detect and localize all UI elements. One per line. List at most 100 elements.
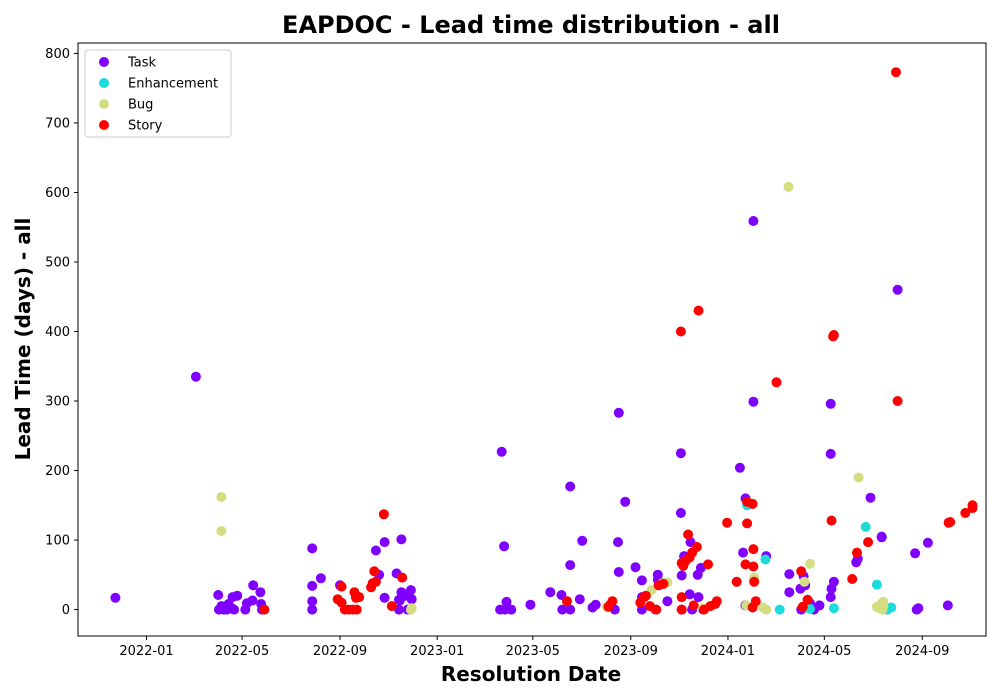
legend: Task Enhancement Bug Story bbox=[84, 49, 232, 138]
data-point bbox=[711, 596, 722, 607]
data-point bbox=[651, 604, 662, 615]
x-tick-label: 2023-01 bbox=[410, 644, 464, 659]
data-point bbox=[796, 566, 807, 577]
points-layer bbox=[110, 67, 978, 615]
data-point bbox=[229, 604, 240, 615]
data-point bbox=[797, 601, 808, 612]
data-point bbox=[370, 545, 381, 556]
data-point bbox=[853, 472, 864, 483]
data-point bbox=[248, 580, 259, 591]
data-point bbox=[852, 547, 862, 558]
data-point bbox=[307, 596, 318, 607]
data-point bbox=[748, 396, 759, 407]
x-tick-label: 2022-05 bbox=[215, 644, 269, 659]
data-point bbox=[613, 407, 624, 418]
data-point bbox=[406, 603, 417, 614]
data-point bbox=[675, 326, 686, 337]
data-point bbox=[562, 596, 572, 607]
x-tick-label: 2022-01 bbox=[119, 644, 173, 659]
data-point bbox=[590, 599, 601, 610]
x-axis-title: Resolution Date bbox=[441, 662, 621, 686]
data-point bbox=[676, 604, 687, 615]
data-point bbox=[506, 604, 517, 615]
data-point bbox=[748, 216, 759, 226]
data-point bbox=[722, 517, 733, 528]
data-point bbox=[652, 569, 663, 580]
data-point bbox=[784, 587, 795, 598]
data-point bbox=[942, 600, 953, 611]
data-point bbox=[255, 587, 266, 598]
data-point bbox=[825, 398, 836, 409]
series-story bbox=[259, 67, 978, 615]
data-point bbox=[370, 576, 381, 587]
data-point bbox=[691, 542, 702, 552]
data-point bbox=[922, 537, 933, 548]
data-point bbox=[783, 181, 794, 192]
data-point bbox=[565, 604, 576, 615]
y-tick-label: 600 bbox=[45, 186, 70, 201]
data-point bbox=[658, 578, 669, 589]
data-point bbox=[307, 580, 318, 591]
data-point bbox=[662, 596, 673, 607]
legend-box bbox=[84, 49, 232, 138]
y-tick-label: 800 bbox=[45, 47, 70, 62]
data-point bbox=[630, 562, 641, 573]
data-point bbox=[750, 596, 761, 607]
data-point bbox=[860, 521, 871, 532]
data-point bbox=[865, 492, 876, 503]
data-point bbox=[828, 603, 839, 614]
data-point bbox=[525, 599, 536, 610]
data-point bbox=[386, 601, 397, 612]
data-point bbox=[636, 575, 647, 586]
data-point bbox=[683, 529, 694, 540]
data-point bbox=[960, 508, 971, 518]
data-point bbox=[110, 592, 121, 603]
legend-marker-story bbox=[99, 120, 109, 130]
legend-marker-bug bbox=[99, 99, 109, 109]
data-point bbox=[379, 537, 390, 548]
data-point bbox=[259, 604, 270, 615]
data-point bbox=[805, 558, 815, 569]
data-point bbox=[871, 579, 882, 590]
data-point bbox=[501, 596, 512, 607]
data-point bbox=[406, 594, 417, 605]
data-point bbox=[892, 396, 903, 406]
data-point bbox=[802, 594, 813, 605]
data-point bbox=[878, 596, 889, 607]
legend-label-task: Task bbox=[127, 56, 157, 71]
data-point bbox=[693, 305, 704, 316]
y-axis-title: Lead Time (days) - all bbox=[11, 218, 35, 461]
legend-marker-task bbox=[99, 57, 109, 67]
series-enhancement bbox=[742, 500, 897, 615]
data-point bbox=[826, 515, 837, 526]
data-point bbox=[676, 570, 687, 581]
data-point bbox=[828, 576, 839, 587]
data-point bbox=[336, 581, 347, 592]
data-point bbox=[784, 569, 795, 580]
x-tick-label: 2023-05 bbox=[506, 644, 560, 659]
data-point bbox=[748, 561, 759, 572]
data-point bbox=[354, 592, 365, 603]
data-point bbox=[307, 543, 318, 554]
data-point bbox=[607, 596, 618, 607]
data-point bbox=[749, 576, 760, 587]
data-point bbox=[747, 498, 758, 509]
y-tick-label: 0 bbox=[62, 603, 70, 618]
data-point bbox=[369, 566, 380, 577]
data-point bbox=[892, 284, 903, 295]
data-point bbox=[315, 573, 326, 584]
data-point bbox=[232, 590, 243, 601]
data-point bbox=[910, 548, 921, 559]
y-tick-label: 100 bbox=[45, 534, 70, 549]
legend-marker-enhancement bbox=[99, 78, 109, 88]
data-point bbox=[499, 541, 510, 552]
data-point bbox=[613, 567, 624, 577]
data-point bbox=[620, 496, 631, 507]
data-point bbox=[675, 508, 686, 518]
data-point bbox=[742, 518, 753, 529]
data-point bbox=[613, 537, 623, 548]
data-point bbox=[748, 544, 759, 555]
data-point bbox=[190, 371, 201, 382]
data-point bbox=[684, 589, 695, 600]
data-point bbox=[247, 595, 258, 606]
